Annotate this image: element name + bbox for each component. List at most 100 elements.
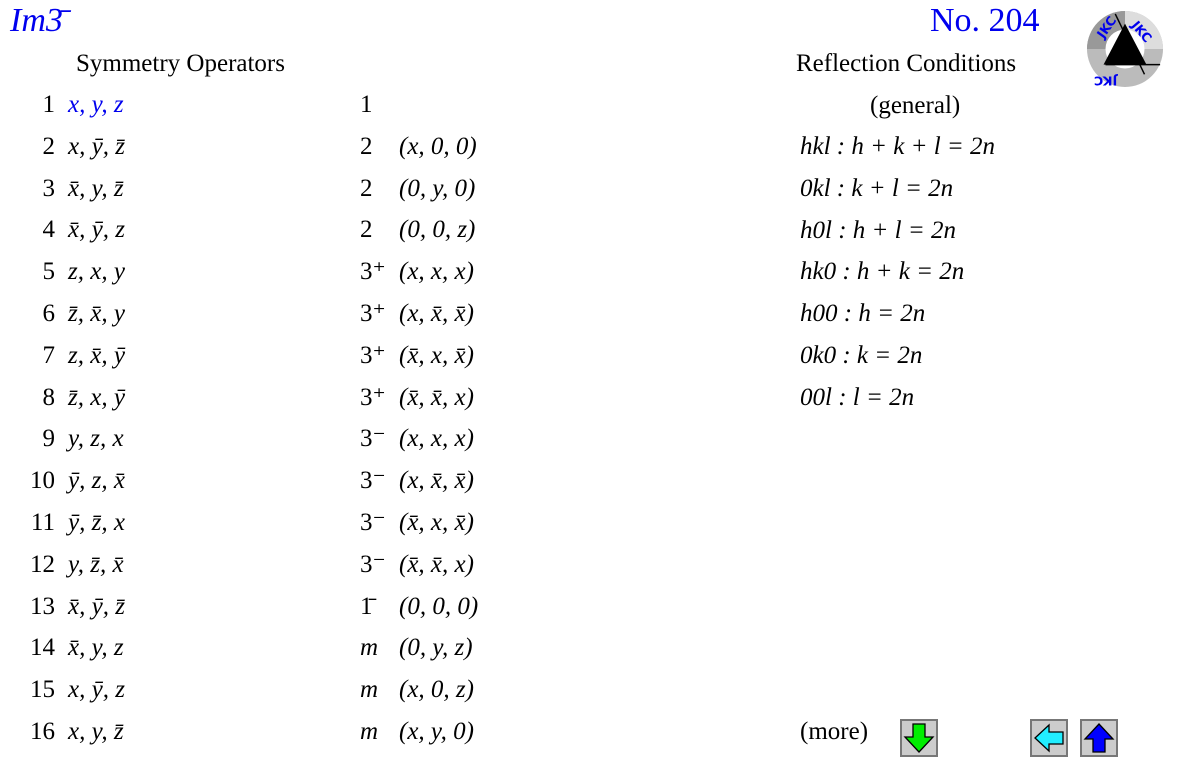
operator-coordinates: x, y, z̄: [68, 718, 124, 745]
operator-symbol: 3⁺: [360, 341, 386, 369]
jkc-logo[interactable]: JKC JKC JKC: [1086, 10, 1164, 88]
operator-location: (x, x, x): [399, 425, 474, 453]
operator-location: (x̄, x̄, x): [399, 550, 474, 578]
operator-number: 11: [30, 509, 55, 536]
operator-coordinates: x̄, ȳ, z: [68, 216, 125, 244]
operator-number: 8: [42, 383, 56, 411]
reflection-condition: 0k0 : k = 2n: [800, 342, 923, 369]
operator-location: (0, y, z): [399, 634, 473, 662]
symmetry-operator-row: 10 ȳ, z, x̄ 3⁻ (x, x̄, x̄): [0, 461, 560, 501]
operator-coordinates: y, z̄, x̄: [68, 550, 124, 578]
reflection-condition: h00 : h = 2n: [800, 300, 926, 328]
operator-location: (x, x, x): [399, 258, 474, 286]
operator-location: (x, 0, z): [399, 676, 474, 704]
operator-coordinates: x, ȳ, z̄: [68, 132, 125, 160]
reflection-condition: h0l : h + l = 2n: [800, 216, 956, 244]
operator-location: (0, y, 0): [399, 174, 476, 202]
operator-coordinates: x̄, y, z: [68, 634, 124, 662]
operator-number: 10: [30, 467, 55, 495]
arrow-down-icon: [903, 723, 935, 753]
operator-number: 1: [42, 91, 56, 118]
arrow-left-icon: [1034, 723, 1064, 753]
operator-location: (x, x̄, x̄): [399, 467, 474, 495]
more-down-button[interactable]: [900, 719, 938, 757]
reflection-condition: hk0 : h + k = 2n: [800, 258, 965, 286]
arrow-up-icon: [1083, 723, 1115, 753]
operator-location: (0, 0, z): [399, 216, 476, 244]
operator-coordinates[interactable]: x, y, z: [68, 91, 124, 118]
operator-coordinates: z̄, x, ȳ: [68, 383, 125, 411]
symmetry-operator-row: 2 x, ȳ, z̄ 2 (x, 0, 0): [0, 127, 560, 167]
operator-location: (0, 0, 0): [399, 592, 479, 620]
operator-number: 5: [42, 258, 56, 286]
operator-symbol: m: [360, 634, 379, 662]
operator-location: (x̄, x, x̄): [399, 341, 474, 369]
operator-coordinates: z, x̄, ȳ: [68, 341, 125, 369]
operator-symbol: 3⁻: [360, 425, 386, 453]
symmetry-operator-row: 15 x, ȳ, z m (x, 0, z): [0, 670, 560, 710]
operator-symbol: m: [360, 718, 379, 745]
general-label: (general): [870, 92, 961, 119]
operator-number: 12: [30, 550, 55, 578]
operator-number: 16: [30, 718, 55, 745]
symmetry-operator-row: 9 y, z, x 3⁻ (x, x, x): [0, 419, 560, 459]
symmetry-operator-row: 8 z̄, x, ȳ 3⁺ (x̄, x̄, x): [0, 378, 560, 418]
symmetry-operator-row: 6 z̄, x̄, y 3⁺ (x, x̄, x̄): [0, 294, 560, 334]
operator-number: 7: [42, 341, 56, 369]
back-button[interactable]: [1030, 719, 1068, 757]
operator-symbol: 3⁺: [360, 300, 386, 327]
operator-number: 3: [42, 174, 56, 202]
operator-coordinates: ȳ, z̄, x: [68, 509, 125, 536]
symmetry-operator-row: 5 z, x, y 3⁺ (x, x, x): [0, 252, 560, 292]
symmetry-operators-heading: Symmetry Operators: [76, 50, 285, 77]
symmetry-operator-row: 14 x̄, y, z m (0, y, z): [0, 628, 560, 668]
space-group-number: No. 204: [930, 2, 1040, 39]
symmetry-operator-row: 4 x̄, ȳ, z 2 (0, 0, z): [0, 210, 560, 250]
operator-coordinates: x̄, ȳ, z̄: [68, 592, 125, 620]
operator-symbol: 3⁻: [360, 550, 386, 578]
operator-symbol: 1: [360, 91, 373, 118]
symmetry-operator-row: 16 x, y, z̄ m (x, y, 0): [0, 712, 560, 752]
operator-location: (x̄, x, x̄): [399, 509, 474, 536]
reflection-condition: 0kl : k + l = 2n: [800, 174, 954, 202]
symmetry-operator-row: 13 x̄, ȳ, z̄ 1̄ (0, 0, 0): [0, 587, 560, 627]
symmetry-operator-row: 11 ȳ, z̄, x 3⁻ (x̄, x, x̄): [0, 503, 560, 543]
symmetry-operator-row: 12 y, z̄, x̄ 3⁻ (x̄, x̄, x): [0, 545, 560, 585]
operator-symbol: 3⁻: [360, 509, 386, 536]
operator-coordinates: z, x, y: [68, 258, 125, 286]
more-label: (more): [800, 718, 869, 745]
reflection-conditions-heading: Reflection Conditions: [796, 50, 1017, 77]
top-up-button[interactable]: [1080, 719, 1118, 757]
operator-coordinates: x̄, y, z̄: [68, 174, 124, 202]
space-group-symbol: Im3̄: [10, 2, 63, 39]
operator-number: 6: [42, 300, 56, 327]
operator-coordinates: z̄, x̄, y: [68, 300, 125, 327]
operator-number: 14: [30, 634, 55, 662]
operator-symbol: 3⁺: [360, 258, 386, 286]
operator-symbol: 3⁻: [360, 467, 386, 495]
operator-location: (x, 0, 0): [399, 132, 477, 160]
operator-location: (x, x̄, x̄): [399, 300, 474, 327]
operator-coordinates: y, z, x: [68, 425, 124, 453]
operator-number: 9: [42, 425, 56, 453]
operator-number: 13: [30, 592, 55, 620]
operator-coordinates: ȳ, z, x̄: [68, 467, 125, 495]
operator-location: (x̄, x̄, x): [399, 383, 474, 411]
operator-symbol: 2: [360, 174, 373, 202]
symmetry-operator-row: 3 x̄, y, z̄ 2 (0, y, 0): [0, 169, 560, 209]
symmetry-operator-row: 1 x, y, z 1: [0, 85, 560, 125]
operator-number: 4: [42, 216, 56, 244]
operator-symbol: 2: [360, 132, 373, 160]
symmetry-operator-row: 7 z, x̄, ȳ 3⁺ (x̄, x, x̄): [0, 336, 560, 376]
operator-coordinates: x, ȳ, z: [68, 676, 125, 704]
operator-symbol: m: [360, 676, 379, 704]
operator-symbol: 3⁺: [360, 383, 386, 411]
operator-number: 2: [42, 132, 56, 160]
svg-text:JKC: JKC: [1094, 73, 1118, 88]
operator-location: (x, y, 0): [399, 718, 474, 745]
operator-symbol: 2: [360, 216, 373, 244]
reflection-condition: 00l : l = 2n: [800, 383, 915, 411]
reflection-condition: hkl : h + k + l = 2n: [800, 133, 996, 160]
operator-symbol: 1̄: [360, 592, 373, 620]
operator-number: 15: [30, 676, 55, 704]
